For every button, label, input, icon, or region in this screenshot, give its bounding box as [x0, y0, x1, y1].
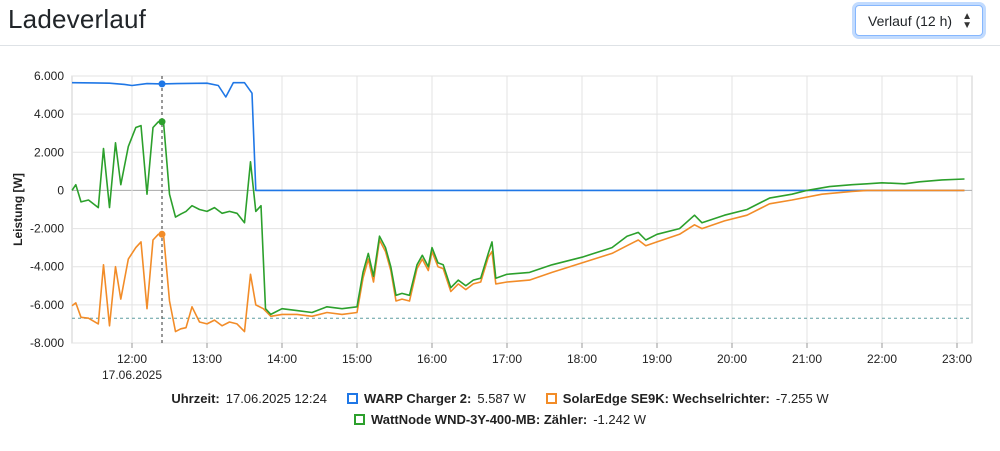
legend-item-solaredge[interactable]: SolarEdge SE9K: Wechselrichter: -7.255 W	[545, 391, 829, 406]
range-select-value: Verlauf (12 h)	[868, 12, 953, 29]
y-tick-label: 6.000	[34, 69, 64, 83]
x-tick-label: 23:00	[942, 352, 972, 366]
legend-time-value: 17.06.2025 12:24	[225, 391, 327, 406]
legend-swatch-solaredge	[545, 393, 557, 404]
legend-series-value: -1.242 W	[593, 412, 646, 427]
x-tick-label: 13:00	[192, 352, 222, 366]
legend-item-warp-charger[interactable]: WARP Charger 2: 5.587 W	[346, 391, 526, 406]
x-tick-label: 15:00	[342, 352, 372, 366]
select-chevron-icon: ▲ ▼	[962, 11, 972, 31]
y-axis-ticks: 6.000 4.000 2.000 0 -2.000 -4.000 -6.000 -8.000	[30, 69, 64, 350]
cursor-point-1	[158, 230, 166, 238]
power-history-chart[interactable]: 6.000 4.000 2.000 0 -2.000 -4.000 -6.000 -8.000…	[0, 60, 1000, 390]
legend-row-2: WattNode WND-3Y-400-MB: Zähler: -1.242 W	[0, 412, 1000, 427]
series-line-0	[71, 81, 965, 192]
header-divider	[0, 45, 1000, 46]
y-tick-label: 4.000	[34, 107, 64, 121]
x-tick-label: 22:00	[867, 352, 897, 366]
x-tick-label: 14:00	[267, 352, 297, 366]
x-tick-label: 17:00	[492, 352, 522, 366]
legend-series-name: WARP Charger 2:	[363, 391, 472, 406]
y-tick-label: 2.000	[34, 145, 64, 159]
legend-item-wattnode[interactable]: WattNode WND-3Y-400-MB: Zähler: -1.242 W	[354, 412, 646, 427]
legend-series-value: 5.587 W	[477, 391, 526, 406]
legend-time: Uhrzeit: 17.06.2025 12:24	[171, 391, 327, 406]
y-tick-label: -2.000	[30, 222, 64, 236]
series-line-1	[71, 189, 965, 333]
y-tick-label: -6.000	[30, 298, 64, 312]
series-line-2	[71, 121, 965, 316]
legend-swatch-warp	[346, 393, 358, 404]
x-tick-label: 16:00	[417, 352, 447, 366]
cursor-point-2	[158, 118, 166, 126]
y-tick-label: -4.000	[30, 260, 64, 274]
x-axis-ticks: 12:00 13:00 14:00 15:00 16:00 17:00 18:00 19:00…	[102, 352, 972, 382]
cursor-point-0	[158, 80, 166, 88]
x-tick-label: 19:00	[642, 352, 672, 366]
y-axis-label: Leistung [W]	[11, 173, 25, 246]
x-tick-label: 20:00	[717, 352, 747, 366]
legend-swatch-wattnode	[354, 414, 366, 425]
x-tick-label: 18:00	[567, 352, 597, 366]
legend-series-value: -7.255 W	[775, 391, 829, 406]
x-tick-label: 21:00	[792, 352, 822, 366]
legend-row-1: Uhrzeit: 17.06.2025 12:24 WARP Charger 2…	[0, 391, 1000, 406]
legend-series-name: WattNode WND-3Y-400-MB: Zähler:	[371, 412, 588, 427]
y-tick-label: -8.000	[30, 336, 64, 350]
chart-series	[71, 81, 965, 333]
chart-cursor	[158, 76, 166, 343]
y-tick-label: 0	[57, 183, 64, 197]
page-title: Ladeverlauf	[8, 4, 147, 34]
legend-series-name: SolarEdge SE9K: Wechselrichter:	[562, 391, 770, 406]
range-select[interactable]: Verlauf (12 h) ▲ ▼	[855, 5, 983, 36]
legend-time-label: Uhrzeit:	[171, 391, 220, 406]
x-date-label: 17.06.2025	[102, 368, 162, 382]
x-tick-label: 12:00	[117, 352, 147, 366]
